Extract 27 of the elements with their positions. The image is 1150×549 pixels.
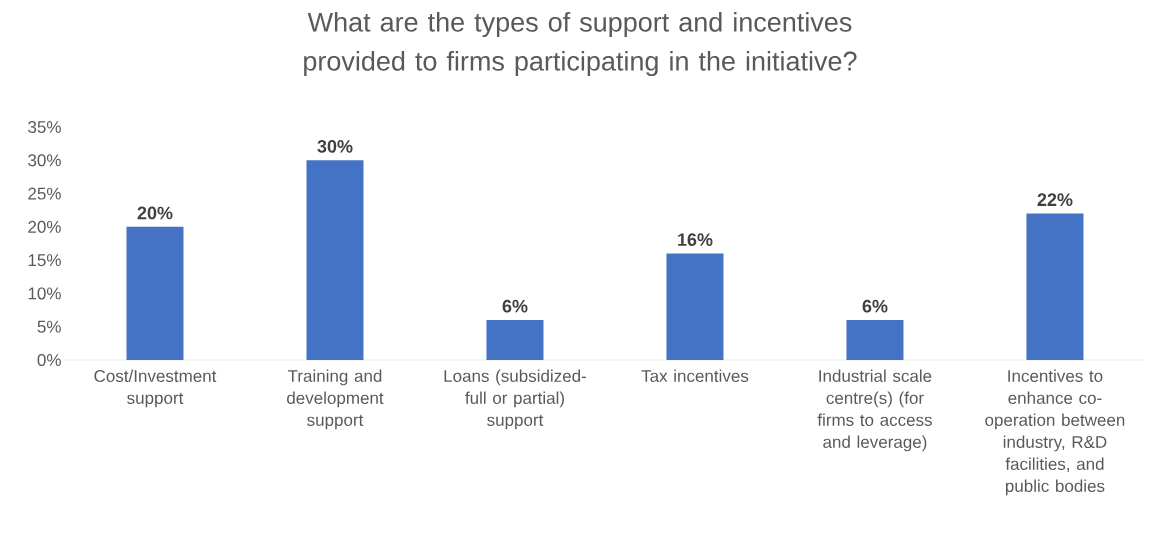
x-tick-label: Industrial scale centre(s) (for firms to access and leverage)	[817, 369, 932, 452]
y-tick-label: 35%	[28, 120, 61, 134]
y-tick-label: 5%	[37, 320, 61, 333]
y-tick-label: 0%	[37, 353, 61, 367]
bar	[1026, 213, 1084, 360]
y-tick-label: 15%	[28, 254, 61, 267]
y-tick-label: 25%	[28, 187, 61, 200]
bar	[666, 253, 724, 360]
x-tick-label: Tax incentives	[641, 369, 749, 383]
bar	[306, 160, 364, 360]
data-label: 16%	[678, 233, 713, 246]
bar	[126, 226, 184, 360]
data-label: 6%	[862, 299, 888, 313]
data-label: 30%	[317, 140, 353, 153]
data-label: 22%	[1037, 193, 1073, 207]
bar	[846, 320, 904, 360]
bar	[486, 320, 544, 360]
chart-title: What are the types of support and incentives provided to firms participating in the initiative?	[304, 11, 857, 77]
y-tick-label: 10%	[28, 287, 61, 300]
data-label: 20%	[137, 206, 173, 220]
x-tick-label: Incentives to enhance co-operation between industry, R&D facilities, and public bodies	[985, 369, 1125, 496]
data-label: 6%	[502, 299, 528, 313]
x-tick-label: Cost/Investment support	[94, 369, 217, 408]
y-tick-label: 30%	[28, 154, 61, 167]
x-tick-label: Loans (subsidized-full or partial) support	[444, 369, 587, 430]
x-tick-label: Training and development support	[287, 369, 384, 430]
y-tick-label: 20%	[28, 220, 61, 233]
